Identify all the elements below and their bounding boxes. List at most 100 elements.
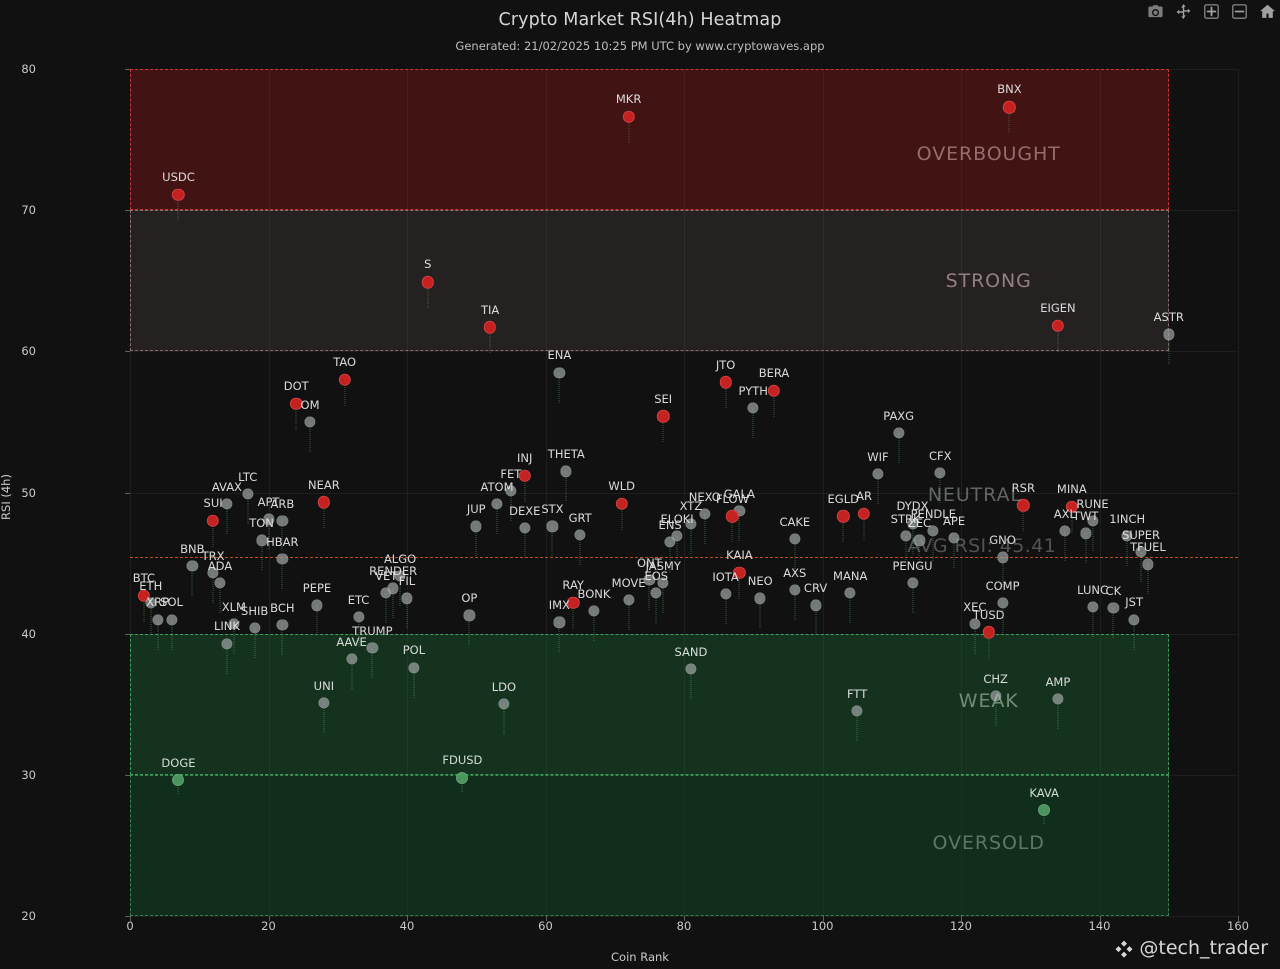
point-marker[interactable] [394,570,406,582]
point-marker[interactable] [242,488,254,500]
point-marker[interactable] [685,663,697,675]
home-reset-icon[interactable] [1258,2,1276,20]
point-marker[interactable] [566,596,580,609]
point-marker[interactable] [996,551,1009,564]
point-marker[interactable] [719,376,732,389]
point-marker[interactable] [255,534,268,547]
point-marker[interactable] [671,530,683,542]
point-marker[interactable] [221,637,233,650]
point-marker[interactable] [553,366,565,379]
point-marker[interactable] [519,522,531,534]
point-marker[interactable] [289,397,303,410]
point-marker[interactable] [982,626,995,639]
point-marker[interactable] [844,587,856,599]
zoom-out-icon[interactable] [1230,2,1248,20]
point-marker[interactable] [1017,499,1030,512]
point-marker[interactable] [969,618,981,630]
point-marker[interactable] [463,609,475,621]
point-marker[interactable] [172,188,185,201]
point-marker[interactable] [186,560,198,572]
point-marker[interactable] [733,566,746,580]
point-marker[interactable] [990,690,1002,702]
point-marker[interactable] [615,497,628,510]
point-marker[interactable] [1086,515,1099,527]
point-marker[interactable] [421,275,434,289]
point-marker[interactable] [207,567,219,579]
point-marker[interactable] [1086,601,1099,613]
point-marker[interactable] [851,705,863,717]
point-marker[interactable] [262,513,275,525]
point-marker[interactable] [228,618,240,630]
point-marker[interactable] [387,582,399,595]
point-marker[interactable] [366,642,378,654]
point-marker[interactable] [1052,693,1064,705]
point-marker[interactable] [948,532,960,544]
plot-modebar[interactable] [1146,2,1276,20]
point-marker[interactable] [664,536,676,548]
point-marker[interactable] [1142,558,1154,571]
point-marker[interactable] [317,496,331,509]
point-marker[interactable] [623,594,635,606]
point-marker[interactable] [546,520,559,532]
point-marker[interactable] [553,616,565,628]
point-marker[interactable] [934,467,946,479]
point-marker[interactable] [767,384,781,398]
point-marker[interactable] [1038,804,1051,817]
point-marker[interactable] [221,498,233,510]
point-marker[interactable] [1059,525,1071,537]
point-marker[interactable] [311,599,323,612]
point-marker[interactable] [900,530,912,542]
point-marker[interactable] [685,517,697,530]
point-marker[interactable] [906,577,919,589]
point-marker[interactable] [498,698,510,710]
point-marker[interactable] [1080,527,1092,540]
point-marker[interactable] [588,605,600,617]
point-marker[interactable] [408,661,420,674]
point-marker[interactable] [622,110,635,124]
point-marker[interactable] [276,553,288,565]
point-marker[interactable] [338,373,351,386]
point-marker[interactable] [913,534,926,547]
point-marker[interactable] [650,587,662,599]
point-marker[interactable] [657,410,670,423]
point-marker[interactable] [893,427,905,439]
point-marker[interactable] [491,498,503,510]
point-marker[interactable] [172,774,185,787]
point-marker[interactable] [276,619,288,631]
point-marker[interactable] [643,574,655,586]
point-marker[interactable] [518,469,531,482]
point-marker[interactable] [1135,546,1147,558]
point-marker[interactable] [152,613,164,626]
point-marker[interactable] [1107,602,1119,614]
point-marker[interactable] [1121,530,1133,542]
point-marker[interactable] [456,771,469,784]
point-marker[interactable] [789,533,801,545]
point-marker[interactable] [857,507,871,520]
point-marker[interactable] [719,588,732,600]
point-marker[interactable] [318,697,330,709]
point-marker[interactable] [927,525,939,537]
point-marker[interactable] [470,520,482,532]
point-marker[interactable] [505,485,517,497]
zoom-in-icon[interactable] [1202,2,1220,20]
pan-move-icon[interactable] [1174,2,1192,20]
download-camera-icon[interactable] [1146,2,1164,20]
point-marker[interactable] [304,416,316,428]
plot-area[interactable]: AVG RSI: 45.41 USDC MKR BNX S TIA EIGEN ASTR TA… [130,69,1239,917]
point-marker[interactable] [1128,613,1140,626]
point-marker[interactable] [352,611,365,623]
point-marker[interactable] [1051,319,1065,333]
point-marker[interactable] [346,653,358,665]
point-marker[interactable] [809,599,822,612]
point-marker[interactable] [872,468,884,480]
point-marker[interactable] [754,592,766,604]
point-marker[interactable] [560,465,572,477]
point-marker[interactable] [1003,100,1016,114]
point-marker[interactable] [574,529,586,541]
point-marker[interactable] [1163,328,1175,340]
point-marker[interactable] [699,508,711,520]
point-marker[interactable] [145,597,157,609]
point-marker[interactable] [906,517,919,530]
point-marker[interactable] [996,597,1009,609]
point-marker[interactable] [276,515,288,527]
